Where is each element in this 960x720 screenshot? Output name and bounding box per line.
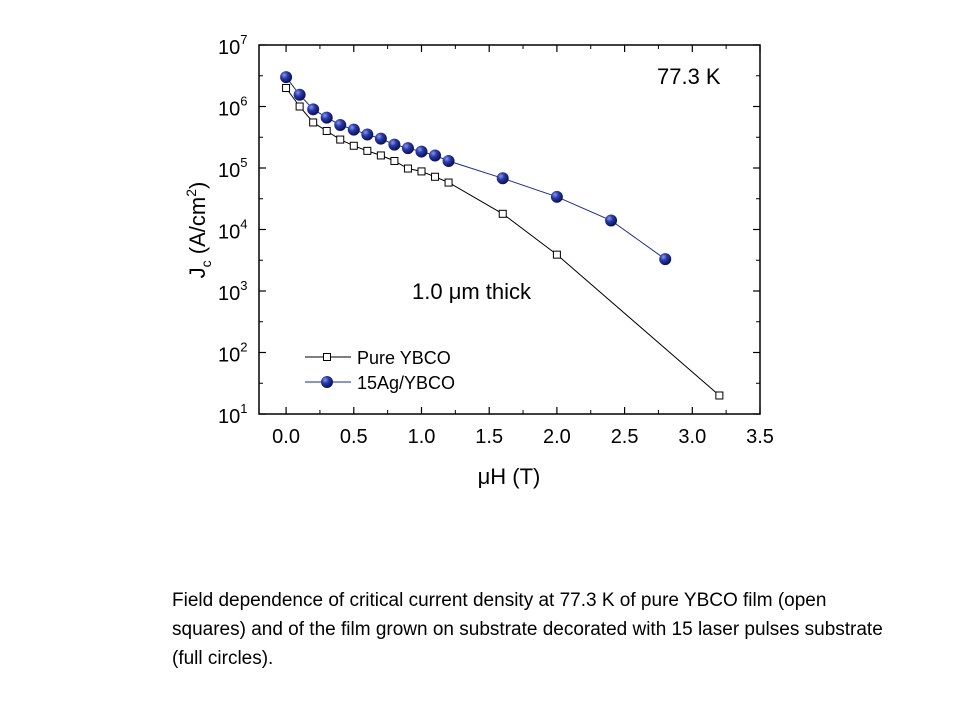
point-15ag-ybco [605, 214, 618, 227]
point-pure-ybco [282, 83, 291, 92]
point-15ag-ybco [320, 111, 333, 124]
figure-caption: Field dependence of critical current den… [172, 590, 883, 669]
point-pure-ybco [349, 141, 358, 150]
y-tick-label: 103 [218, 278, 247, 305]
point-15ag-ybco [442, 154, 455, 167]
x-tick-label: 0.5 [340, 426, 368, 448]
point-pure-ybco [417, 167, 426, 176]
point-15ag-ybco [293, 88, 306, 101]
y-tick-label: 102 [218, 340, 247, 367]
axis-ticks [259, 44, 761, 415]
point-15ag-ybco [347, 123, 360, 136]
point-15ag-ybco [388, 138, 401, 151]
point-pure-ybco [390, 156, 399, 165]
x-tick-label: 1.5 [475, 426, 503, 448]
legend-marker-15ag [321, 376, 333, 388]
x-tick-label: 0.0 [272, 426, 300, 448]
point-15ag-ybco [401, 142, 414, 155]
series-line-pure-ybco [285, 87, 720, 396]
point-pure-ybco [363, 146, 372, 155]
point-15ag-ybco [429, 149, 442, 162]
y-tick-label: 104 [218, 217, 247, 244]
y-tick-label: 105 [218, 155, 247, 182]
point-15ag-ybco [415, 145, 428, 158]
legend-marker-pure [323, 353, 331, 361]
temperature-annotation: 77.3 K [657, 64, 721, 89]
point-15ag-ybco [361, 128, 374, 141]
point-pure-ybco [309, 118, 318, 127]
point-pure-ybco [715, 391, 724, 400]
y-tick-labels: 101 102 103 104 105 106 107 [218, 32, 247, 428]
point-pure-ybco [552, 250, 561, 259]
point-pure-ybco [444, 178, 453, 187]
plot-frame [258, 44, 761, 415]
x-tick-label: 1.0 [408, 426, 436, 448]
y-tick-label: 107 [218, 32, 247, 59]
x-tick-label: 2.5 [611, 426, 639, 448]
point-15ag-ybco [659, 253, 672, 266]
x-tick-labels: 0.0 0.5 1.0 1.5 2.0 2.5 3.0 3.5 [272, 426, 774, 448]
series-line-15ag-ybco [285, 76, 666, 260]
point-15ag-ybco [374, 132, 387, 145]
y-axis-title: Jc (A/cm2) [183, 182, 214, 279]
y-tick-label: 106 [218, 94, 247, 121]
point-pure-ybco [295, 102, 304, 111]
series-points [280, 71, 724, 400]
point-pure-ybco [431, 172, 440, 181]
x-tick-label: 3.0 [678, 426, 706, 448]
point-pure-ybco [403, 164, 412, 173]
point-pure-ybco [322, 126, 331, 135]
x-axis-title: μH (T) [478, 464, 541, 489]
point-15ag-ybco [550, 190, 563, 203]
thickness-annotation: 1.0 μm thick [412, 279, 532, 304]
point-15ag-ybco [496, 172, 509, 185]
point-15ag-ybco [334, 119, 347, 132]
legend-label-pure: Pure YBCO [357, 348, 451, 368]
point-pure-ybco [376, 151, 385, 160]
point-pure-ybco [336, 135, 345, 144]
point-15ag-ybco [280, 71, 293, 84]
point-pure-ybco [498, 209, 507, 218]
legend-label-15ag: 15Ag/YBCO [357, 373, 455, 393]
y-tick-label: 101 [218, 401, 247, 428]
x-tick-label: 3.5 [746, 426, 774, 448]
x-tick-label: 2.0 [543, 426, 571, 448]
legend: Pure YBCO 15Ag/YBCO [305, 348, 455, 393]
point-15ag-ybco [307, 103, 320, 116]
jc-vs-field-chart: 0.0 0.5 1.0 1.5 2.0 2.5 3.0 3.5 101 102 103 104 105… [183, 32, 774, 489]
